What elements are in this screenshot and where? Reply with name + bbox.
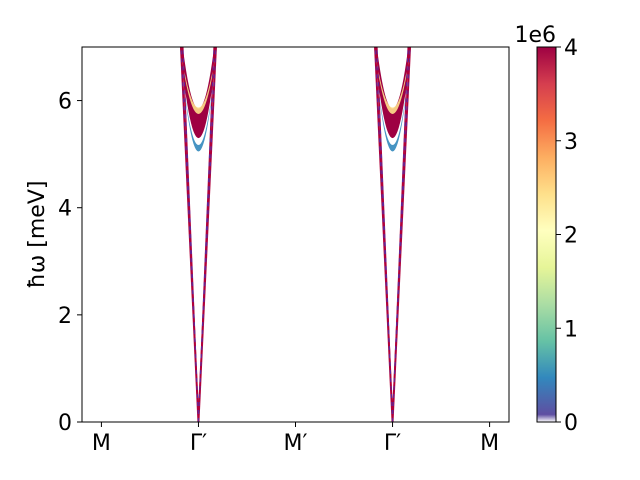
dispersion-cone — [374, 47, 412, 422]
x-tick-label: M — [480, 431, 499, 456]
cone-edge-dashed — [197, 47, 215, 422]
cone-edge-dashed — [376, 47, 394, 422]
x-tick-label: Γ′ — [384, 431, 401, 456]
colorbar: 0 1 2 3 4 1e6 — [514, 23, 578, 436]
cone-edge-dashed — [180, 47, 199, 422]
y-axis-ticks: 0 2 4 6 — [58, 90, 82, 436]
x-tick-label: Γ′ — [190, 431, 207, 456]
colorbar-tick-label: 3 — [564, 130, 578, 155]
x-tick-label: M′ — [284, 431, 308, 456]
y-axis-label: ħω [meV] — [25, 181, 50, 289]
cone-edge-dashed — [374, 47, 394, 422]
x-axis-ticks: M Γ′ M′ Γ′ M — [92, 422, 499, 456]
y-tick-label: 4 — [58, 197, 72, 222]
colorbar-fill — [537, 47, 556, 422]
y-tick-label: 6 — [58, 90, 72, 115]
cone-edge-dashed — [182, 47, 199, 422]
x-tick-label: M — [92, 431, 111, 456]
y-tick-label: 2 — [58, 304, 72, 329]
colorbar-ticks: 0 1 2 3 4 — [556, 36, 578, 436]
y-tick-label: 0 — [58, 411, 72, 436]
colorbar-offset-label: 1e6 — [514, 23, 556, 48]
plot-area — [82, 47, 509, 422]
cone-edge-dashed — [197, 47, 217, 422]
cone-edge-dashed — [392, 47, 411, 422]
main-axes: 0 2 4 6 M Γ′ M′ Γ′ M ħω [meV] — [25, 46, 510, 456]
dispersion-cone — [179, 47, 217, 422]
colorbar-tick-label: 1 — [564, 317, 578, 342]
spectral-data-layer — [179, 47, 412, 422]
colorbar-tick-label: 4 — [564, 36, 578, 61]
colorbar-tick-label: 2 — [564, 224, 578, 249]
colorbar-tick-label: 0 — [564, 411, 578, 436]
cone-edge-dashed — [392, 47, 409, 422]
